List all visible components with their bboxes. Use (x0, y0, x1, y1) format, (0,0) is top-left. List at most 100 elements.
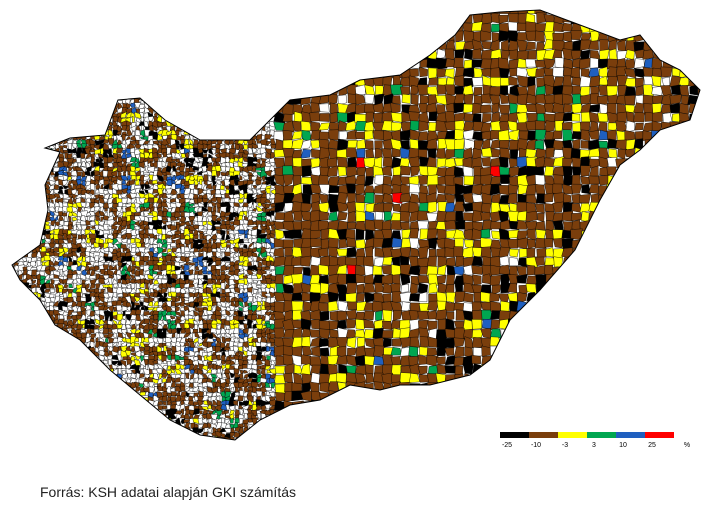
settlement (193, 17, 201, 24)
settlement (14, 102, 20, 110)
settlement (48, 121, 55, 128)
settlement (43, 13, 52, 20)
settlement (205, 54, 214, 59)
settlement (175, 45, 181, 52)
settlement (598, 256, 609, 267)
settlement (265, 17, 272, 24)
settlement (84, 71, 92, 79)
settlement (193, 90, 200, 96)
settlement (68, 53, 73, 59)
settlement (30, 148, 37, 155)
settlement (192, 100, 199, 106)
settlement (165, 112, 173, 119)
settlement (40, 176, 47, 180)
settlement (12, 129, 15, 136)
settlement (464, 48, 473, 60)
settlement (151, 43, 159, 50)
settlement (239, 125, 245, 133)
settlement (53, 75, 60, 82)
settlement (419, 14, 430, 25)
settlement (12, 108, 14, 113)
settlement (543, 166, 554, 177)
settlement (625, 120, 636, 133)
settlement (669, 211, 682, 222)
settlement (127, 62, 133, 70)
settlement (19, 139, 25, 147)
settlement (57, 234, 64, 240)
settlement (220, 84, 226, 91)
settlement (184, 23, 192, 28)
settlement (561, 22, 573, 32)
settlement (282, 229, 293, 239)
settlement (259, 46, 266, 52)
settlement (625, 247, 636, 257)
settlement (48, 102, 56, 110)
settlement (35, 138, 40, 144)
settlement (31, 129, 39, 138)
settlement (135, 21, 141, 29)
settlement (50, 125, 56, 133)
settlement (251, 67, 259, 73)
settlement (264, 88, 271, 97)
settlement (84, 108, 91, 114)
settlement (669, 219, 681, 230)
settlement (202, 270, 208, 275)
settlement (59, 53, 66, 61)
settlement (257, 71, 262, 78)
settlement (384, 211, 393, 221)
settlement (260, 99, 267, 104)
settlement (176, 39, 180, 47)
settlement (26, 44, 32, 52)
settlement (39, 98, 45, 104)
settlement (706, 22, 713, 33)
settlement (48, 85, 56, 91)
settlement (233, 23, 239, 30)
settlement (197, 10, 204, 14)
settlement (265, 63, 272, 70)
settlement (134, 212, 142, 217)
settlement (161, 13, 169, 20)
settlement (259, 115, 268, 124)
settlement (67, 63, 73, 70)
settlement (62, 62, 70, 70)
settlement (215, 67, 221, 75)
settlement (108, 80, 114, 88)
settlement (381, 120, 394, 132)
settlement (220, 37, 228, 41)
settlement (688, 211, 700, 221)
settlement (192, 95, 200, 100)
settlement (138, 58, 147, 64)
settlement (4, 36, 11, 40)
settlement (144, 50, 150, 56)
settlement (239, 243, 245, 249)
settlement (49, 45, 57, 52)
settlement (136, 234, 140, 239)
settlement (197, 48, 204, 56)
settlement (399, 57, 410, 69)
settlement (202, 102, 207, 109)
settlement (242, 112, 250, 118)
settlement (356, 157, 366, 169)
settlement (336, 77, 348, 88)
settlement (706, 238, 713, 249)
settlement (53, 99, 61, 106)
settlement (4, 207, 10, 212)
settlement (115, 147, 124, 154)
settlement (111, 49, 120, 54)
settlement (201, 125, 208, 131)
settlement (198, 32, 205, 37)
settlement (193, 53, 199, 61)
settlement (178, 81, 186, 86)
settlement (408, 147, 420, 158)
settlement (4, 125, 9, 131)
settlement (12, 145, 16, 150)
settlement (193, 130, 200, 137)
settlement (498, 140, 510, 149)
settlement (256, 86, 263, 92)
settlement (257, 102, 263, 110)
settlement (260, 34, 268, 41)
settlement (580, 140, 590, 149)
settlement (90, 31, 96, 39)
settlement (12, 148, 15, 153)
settlement (211, 90, 219, 95)
